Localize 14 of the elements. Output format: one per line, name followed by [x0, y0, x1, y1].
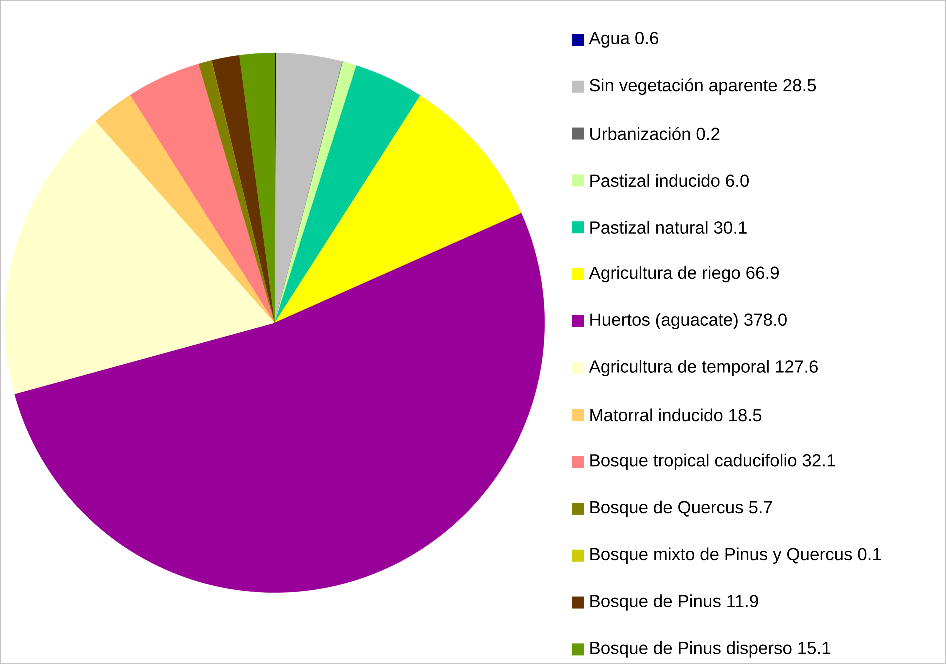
- legend-label: Sin vegetación aparente 28.5: [590, 78, 816, 96]
- legend-label: Bosque de Pinus disperso 15.1: [590, 642, 831, 658]
- legend-label: Pastizal inducido 6.0: [590, 174, 749, 188]
- legend-label: Agricultura de temporal 127.6: [589, 360, 818, 376]
- legend-label: Agua 0.6: [589, 32, 658, 48]
- legend-label: Bosque tropical caducifolio 32.1: [590, 454, 836, 470]
- legend-label: Matorral inducido 18.5: [590, 408, 762, 422]
- legend-label: Bosque de Pinus 11.9: [590, 594, 758, 611]
- legend-label: Bosque de Quercus 5.7: [590, 500, 772, 518]
- legend-label: Bosque mixto de Pinus y Quercus 0.1: [590, 548, 882, 564]
- legend-label: Urbanización 0.2: [590, 127, 720, 140]
- legend-label: Huertos (aguacate) 378.0: [590, 313, 787, 330]
- legend-label: Agricultura de riego 66.9: [589, 266, 780, 283]
- legend-label: Pastizal natural 30.1: [590, 221, 747, 234]
